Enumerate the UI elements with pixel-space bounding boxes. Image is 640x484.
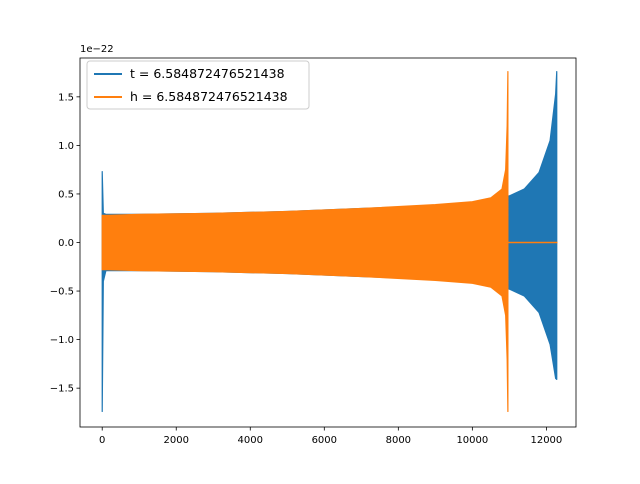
y-scale-label: 1e−22 — [80, 44, 114, 55]
y-tick-label: 0.5 — [58, 189, 74, 200]
axes-layer: 0 2000 4000 6000 8000 10000 12000 −1.5 −1.0 −0.5 0… — [50, 57, 577, 446]
series-1 — [101, 70, 558, 413]
y-tick-label: −0.5 — [50, 287, 74, 298]
x-tick-label: 8000 — [386, 435, 411, 446]
y-tick-label: −1.5 — [50, 384, 74, 395]
x-tick-label: 0 — [99, 435, 105, 446]
series-layer — [101, 70, 558, 413]
x-tick-label: 2000 — [164, 435, 189, 446]
legend-label-t: t = 6.584872476521438 — [130, 66, 285, 81]
legend: t = 6.584872476521438 h = 6.584872476521… — [86, 60, 310, 110]
x-tick-label: 6000 — [312, 435, 337, 446]
y-tick-label: 1.5 — [58, 92, 74, 103]
series-envelope-1 — [101, 70, 509, 413]
y-tick-label: −1.0 — [50, 335, 74, 346]
legend-label-h: h = 6.584872476521438 — [130, 89, 288, 104]
y-tick-label: 1.0 — [58, 141, 74, 152]
x-tick-label: 4000 — [238, 435, 263, 446]
x-tick-label: 12000 — [530, 435, 562, 446]
x-tick-label: 10000 — [456, 435, 488, 446]
legend-frame — [86, 60, 310, 110]
y-tick-label: 0.0 — [58, 238, 74, 249]
